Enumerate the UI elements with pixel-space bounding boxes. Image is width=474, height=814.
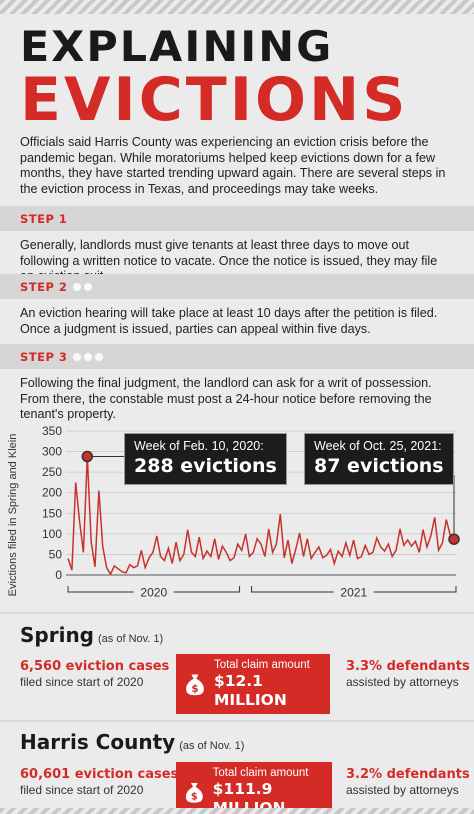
step-1-label: STEP 1 — [20, 211, 68, 226]
money-bag-icon: $ — [186, 674, 204, 696]
svg-text:$: $ — [191, 683, 198, 695]
y-tick-labels: 350 300 250 200 150 100 50 0 — [42, 424, 62, 582]
year-label: 2020 — [140, 586, 167, 600]
step-3: STEP 3 Following the final judgment, the… — [0, 344, 474, 423]
harris-defendants-sub: assisted by attorneys — [346, 783, 459, 797]
y-axis-label: Evictions filed in Spring and Klein — [7, 434, 19, 597]
y-tick-label: 350 — [42, 424, 62, 438]
harris-cases: 60,601 eviction cases filed since start … — [20, 766, 178, 798]
region-spring-name: Spring — [20, 623, 94, 647]
harris-claim-label: Total claim amount — [212, 767, 309, 779]
step-2: STEP 2 An eviction hearing will take pla… — [0, 274, 474, 337]
title-line-1: EXPLAINING — [20, 22, 334, 71]
harris-cases-value: 60,601 eviction cases — [20, 767, 179, 782]
y-tick-label: 250 — [42, 465, 62, 479]
divider — [0, 720, 474, 722]
step-dot — [84, 282, 93, 291]
y-tick-label: 50 — [49, 547, 63, 561]
spring-claim-label: Total claim amount — [213, 659, 310, 671]
evictions-line — [67, 456, 455, 576]
spring-cases-sub: filed since start of 2020 — [20, 675, 144, 689]
spring-claim: $ Total claim amount $12.1 MILLION — [176, 654, 330, 714]
spring-cases: 6,560 eviction cases filed since start o… — [20, 658, 169, 690]
harris-claim: $ Total claim amount $111.9 MILLION — [176, 762, 332, 814]
divider — [0, 612, 474, 614]
year-label-bg — [333, 585, 374, 599]
harris-defendants-value: 3.2% defendants — [346, 767, 470, 782]
step-2-dots — [73, 282, 93, 291]
harris-defendants: 3.2% defendants assisted by attorneys — [346, 766, 470, 798]
top-stripes — [0, 0, 474, 14]
y-tick-label: 100 — [42, 527, 62, 541]
region-harris-name: Harris County — [20, 730, 176, 754]
spring-cases-value: 6,560 eviction cases — [20, 659, 170, 674]
peak-marker — [81, 450, 94, 463]
bottom-stripes — [0, 808, 474, 814]
step-dot — [84, 352, 93, 361]
region-spring-asof: (as of Nov. 1) — [98, 633, 164, 645]
step-dot — [73, 282, 82, 291]
spring-defendants: 3.3% defendants assisted by attorneys — [346, 658, 470, 690]
title-line-2: EVICTIONS — [20, 65, 409, 135]
harris-cases-sub: filed since start of 2020 — [20, 783, 144, 797]
spring-defendants-value: 3.3% defendants — [346, 659, 470, 674]
callout-latest-value: 87 evictions — [314, 455, 444, 477]
step-3-text: Following the final judgment, the landlo… — [20, 376, 432, 421]
step-dot — [95, 352, 104, 361]
step-1-header: STEP 1 — [0, 206, 474, 231]
region-harris-title: Harris County (as of Nov. 1) — [20, 730, 244, 754]
year-label-bg — [133, 585, 174, 599]
region-spring-title: Spring (as of Nov. 1) — [20, 623, 163, 647]
y-tick-label: 200 — [42, 486, 62, 500]
spring-defendants-sub: assisted by attorneys — [346, 675, 459, 689]
highlight-markers — [81, 450, 460, 545]
y-tick-label: 150 — [42, 506, 62, 520]
svg-text:$: $ — [191, 791, 198, 802]
money-bag-icon: $ — [185, 782, 203, 803]
spring-claim-value: $12.1 MILLION — [213, 672, 287, 709]
callout-peak: Week of Feb. 10, 2020: 288 evictions — [124, 433, 287, 485]
step-2-text: An eviction hearing will take place at l… — [20, 306, 438, 336]
step-3-label: STEP 3 — [20, 349, 68, 364]
callout-peak-value: 288 evictions — [134, 455, 277, 477]
step-2-header: STEP 2 — [0, 274, 474, 299]
step-2-label: STEP 2 — [20, 279, 68, 294]
region-harris-asof: (as of Nov. 1) — [179, 740, 245, 752]
evictions-chart: 350 300 250 200 150 100 50 0 Evictions filed in… — [7, 424, 460, 600]
callout-latest: Week of Oct. 25, 2021: 87 evictions — [304, 433, 454, 485]
y-tick-label: 0 — [55, 568, 62, 582]
step-3-dots — [73, 352, 104, 361]
year-brackets: 2020 2021 — [67, 585, 457, 600]
step-3-header: STEP 3 — [0, 344, 474, 369]
callout-peak-week: Week of Feb. 10, 2020: — [134, 439, 264, 453]
year-label: 2021 — [340, 586, 367, 600]
latest-marker — [448, 533, 460, 545]
y-tick-label: 300 — [42, 445, 62, 459]
step-dot — [73, 352, 82, 361]
step-1: STEP 1 Generally, landlords must give te… — [0, 206, 474, 285]
intro-text: Officials said Harris County was experie… — [20, 135, 446, 196]
callout-latest-week: Week of Oct. 25, 2021: — [314, 439, 442, 453]
